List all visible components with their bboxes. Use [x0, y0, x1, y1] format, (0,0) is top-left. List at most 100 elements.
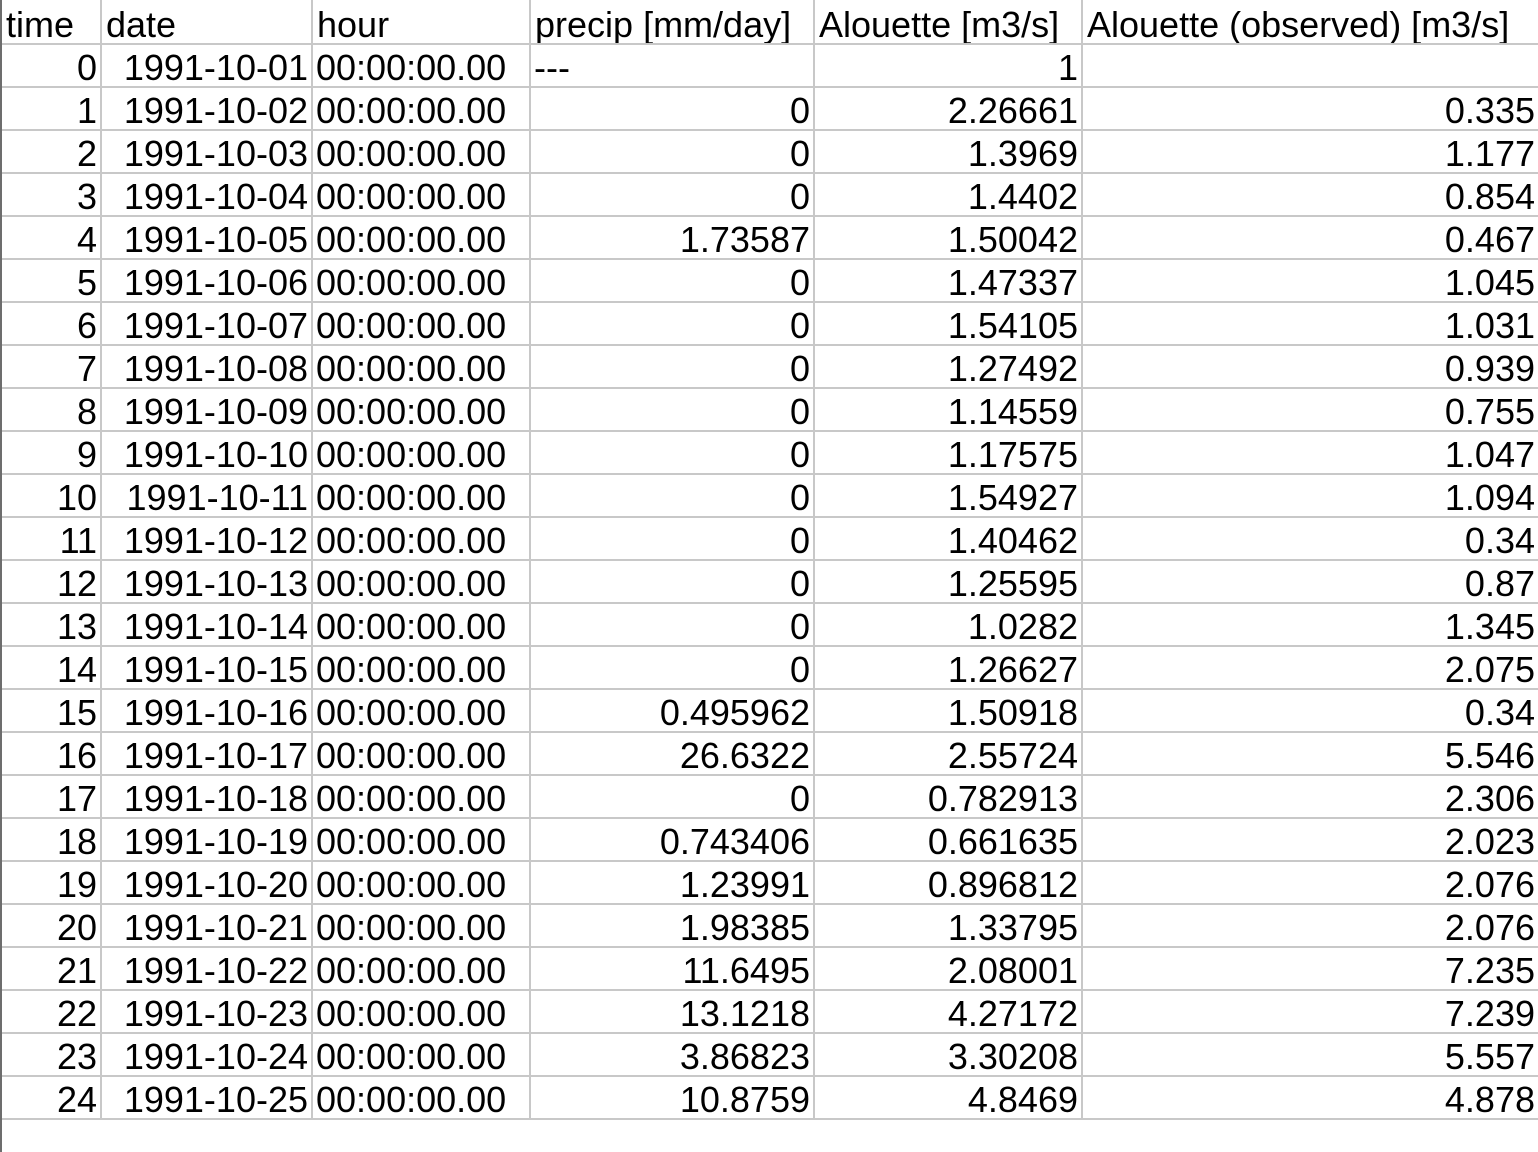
- cell-precip[interactable]: 0: [530, 345, 815, 389]
- cell-precip[interactable]: 0: [530, 130, 815, 174]
- cell-time[interactable]: 17: [0, 775, 102, 819]
- cell-time[interactable]: 24: [0, 1076, 102, 1120]
- cell-precip[interactable]: ---: [530, 44, 815, 88]
- cell-alouette[interactable]: 1.4402: [814, 173, 1083, 217]
- cell-date[interactable]: 1991-10-04: [101, 173, 313, 217]
- header-cell-precip[interactable]: precip [mm/day]: [530, 0, 815, 45]
- cell-precip[interactable]: 0: [530, 775, 815, 819]
- cell-date[interactable]: 1991-10-12: [101, 517, 313, 561]
- cell-date[interactable]: 1991-10-22: [101, 947, 313, 991]
- cell-alouette[interactable]: 2.26661: [814, 87, 1083, 131]
- cell-hour[interactable]: 00:00:00.00: [312, 259, 531, 303]
- cell-alouette[interactable]: 1.40462: [814, 517, 1083, 561]
- cell-alouette[interactable]: 2.08001: [814, 947, 1083, 991]
- header-cell-alouette-observed[interactable]: Alouette (observed) [m3/s]: [1082, 0, 1538, 45]
- cell-alouette[interactable]: 1.25595: [814, 560, 1083, 604]
- cell-alouette[interactable]: 1.47337: [814, 259, 1083, 303]
- cell-hour[interactable]: 00:00:00.00: [312, 646, 531, 690]
- cell-hour[interactable]: 00:00:00.00: [312, 302, 531, 346]
- cell-hour[interactable]: 00:00:00.00: [312, 431, 531, 475]
- cell-precip[interactable]: 3.86823: [530, 1033, 815, 1077]
- cell-precip[interactable]: 0: [530, 173, 815, 217]
- cell-date[interactable]: 1991-10-17: [101, 732, 313, 776]
- cell-date[interactable]: 1991-10-13: [101, 560, 313, 604]
- cell-alouette-observed[interactable]: 1.045: [1082, 259, 1538, 303]
- cell-date[interactable]: 1991-10-01: [101, 44, 313, 88]
- cell-hour[interactable]: 00:00:00.00: [312, 216, 531, 260]
- header-cell-hour[interactable]: hour: [312, 0, 531, 45]
- cell-precip[interactable]: 13.1218: [530, 990, 815, 1034]
- cell-alouette[interactable]: 1.26627: [814, 646, 1083, 690]
- cell-hour[interactable]: 00:00:00.00: [312, 990, 531, 1034]
- cell-alouette-observed[interactable]: [1082, 44, 1538, 88]
- cell-alouette[interactable]: 2.55724: [814, 732, 1083, 776]
- cell-time[interactable]: 20: [0, 904, 102, 948]
- cell-precip[interactable]: 0: [530, 259, 815, 303]
- header-cell-time[interactable]: time: [0, 0, 102, 45]
- cell-precip[interactable]: 0: [530, 646, 815, 690]
- cell-time[interactable]: 21: [0, 947, 102, 991]
- cell-hour[interactable]: 00:00:00.00: [312, 474, 531, 518]
- cell-alouette[interactable]: 4.8469: [814, 1076, 1083, 1120]
- cell-alouette-observed[interactable]: 5.546: [1082, 732, 1538, 776]
- cell-alouette-observed[interactable]: 0.939: [1082, 345, 1538, 389]
- cell-alouette-observed[interactable]: 2.076: [1082, 904, 1538, 948]
- cell-time[interactable]: 2: [0, 130, 102, 174]
- cell-precip[interactable]: 10.8759: [530, 1076, 815, 1120]
- cell-hour[interactable]: 00:00:00.00: [312, 689, 531, 733]
- cell-alouette[interactable]: 1.14559: [814, 388, 1083, 432]
- cell-date[interactable]: 1991-10-09: [101, 388, 313, 432]
- cell-alouette-observed[interactable]: 0.87: [1082, 560, 1538, 604]
- cell-precip[interactable]: 0: [530, 517, 815, 561]
- cell-hour[interactable]: 00:00:00.00: [312, 517, 531, 561]
- cell-date[interactable]: 1991-10-19: [101, 818, 313, 862]
- cell-precip[interactable]: 1.23991: [530, 861, 815, 905]
- cell-alouette-observed[interactable]: 0.34: [1082, 517, 1538, 561]
- cell-alouette-observed[interactable]: 7.235: [1082, 947, 1538, 991]
- cell-date[interactable]: 1991-10-24: [101, 1033, 313, 1077]
- cell-time[interactable]: 9: [0, 431, 102, 475]
- cell-hour[interactable]: 00:00:00.00: [312, 87, 531, 131]
- cell-date[interactable]: 1991-10-11: [101, 474, 313, 518]
- cell-date[interactable]: 1991-10-08: [101, 345, 313, 389]
- cell-precip[interactable]: 0: [530, 603, 815, 647]
- header-cell-alouette[interactable]: Alouette [m3/s]: [814, 0, 1083, 45]
- cell-alouette-observed[interactable]: 2.023: [1082, 818, 1538, 862]
- cell-time[interactable]: 0: [0, 44, 102, 88]
- cell-precip[interactable]: 1.98385: [530, 904, 815, 948]
- cell-date[interactable]: 1991-10-20: [101, 861, 313, 905]
- cell-date[interactable]: 1991-10-03: [101, 130, 313, 174]
- cell-time[interactable]: 8: [0, 388, 102, 432]
- cell-hour[interactable]: 00:00:00.00: [312, 947, 531, 991]
- cell-precip[interactable]: 26.6322: [530, 732, 815, 776]
- cell-alouette[interactable]: 1.54927: [814, 474, 1083, 518]
- cell-alouette[interactable]: 3.30208: [814, 1033, 1083, 1077]
- cell-time[interactable]: 16: [0, 732, 102, 776]
- cell-date[interactable]: 1991-10-18: [101, 775, 313, 819]
- cell-alouette[interactable]: 1.17575: [814, 431, 1083, 475]
- cell-hour[interactable]: 00:00:00.00: [312, 775, 531, 819]
- cell-hour[interactable]: 00:00:00.00: [312, 173, 531, 217]
- cell-alouette[interactable]: 1.33795: [814, 904, 1083, 948]
- cell-alouette[interactable]: 1.54105: [814, 302, 1083, 346]
- cell-date[interactable]: 1991-10-25: [101, 1076, 313, 1120]
- cell-time[interactable]: 14: [0, 646, 102, 690]
- cell-alouette[interactable]: 1: [814, 44, 1083, 88]
- cell-precip[interactable]: 0: [530, 474, 815, 518]
- cell-alouette[interactable]: 1.50918: [814, 689, 1083, 733]
- cell-precip[interactable]: 0: [530, 87, 815, 131]
- cell-time[interactable]: 23: [0, 1033, 102, 1077]
- cell-date[interactable]: 1991-10-21: [101, 904, 313, 948]
- cell-alouette-observed[interactable]: 5.557: [1082, 1033, 1538, 1077]
- cell-alouette-observed[interactable]: 2.076: [1082, 861, 1538, 905]
- cell-time[interactable]: 19: [0, 861, 102, 905]
- cell-precip[interactable]: 0: [530, 560, 815, 604]
- cell-hour[interactable]: 00:00:00.00: [312, 818, 531, 862]
- cell-hour[interactable]: 00:00:00.00: [312, 1033, 531, 1077]
- header-cell-date[interactable]: date: [101, 0, 313, 45]
- cell-precip[interactable]: 0.743406: [530, 818, 815, 862]
- cell-date[interactable]: 1991-10-06: [101, 259, 313, 303]
- cell-alouette-observed[interactable]: 0.755: [1082, 388, 1538, 432]
- cell-time[interactable]: 6: [0, 302, 102, 346]
- cell-hour[interactable]: 00:00:00.00: [312, 560, 531, 604]
